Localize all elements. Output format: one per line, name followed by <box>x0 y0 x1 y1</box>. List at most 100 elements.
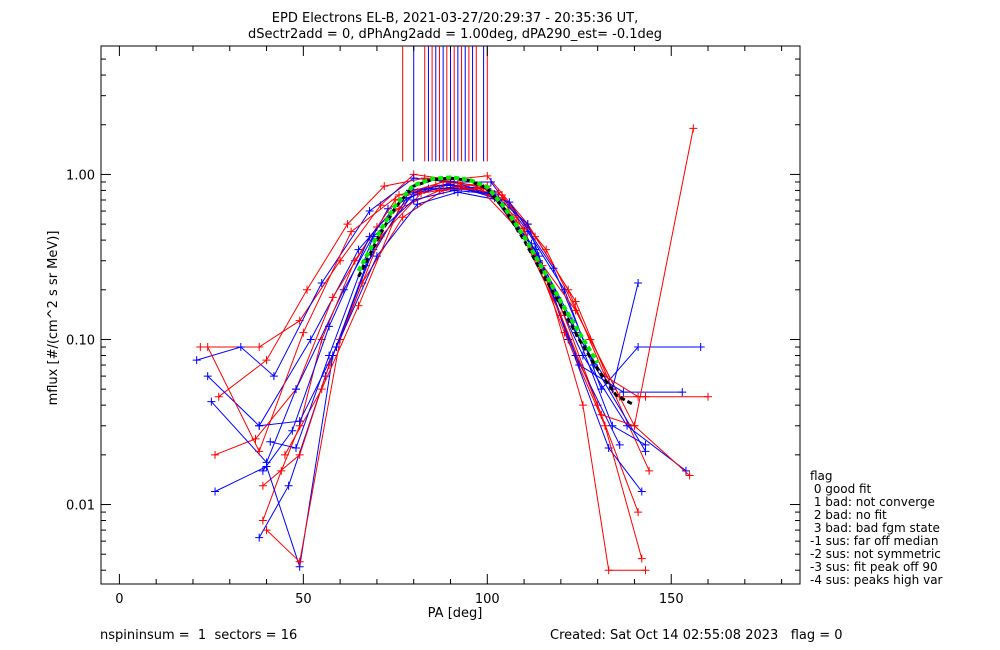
data-point <box>380 182 389 191</box>
data-point <box>317 278 326 287</box>
data-point <box>325 351 334 360</box>
data-point <box>571 297 580 306</box>
data-point <box>269 372 278 381</box>
series-line <box>196 177 701 391</box>
series-line <box>211 188 646 464</box>
data-point <box>597 410 606 419</box>
legend-line: flag <box>810 469 833 483</box>
data-point <box>394 204 403 213</box>
data-point <box>284 481 293 490</box>
data-point <box>634 343 643 352</box>
data-point <box>394 191 403 200</box>
data-point <box>435 186 444 195</box>
series-line <box>207 181 708 453</box>
data-point <box>255 421 264 430</box>
data-point <box>645 466 654 475</box>
chart-subtitle: dSectr2add = 0, dPhAng2add = 1.00deg, dP… <box>248 27 662 42</box>
data-point <box>343 220 352 229</box>
data-point <box>325 322 334 331</box>
x-tick-label: 0 <box>115 592 123 607</box>
median-curve <box>357 176 636 407</box>
y-axis: 0.01 0.10 1.00 <box>66 45 800 571</box>
data-point <box>637 554 646 563</box>
data-point <box>354 245 363 254</box>
data-point <box>258 481 267 490</box>
data-point <box>258 516 267 525</box>
data-point <box>214 392 223 401</box>
data-point <box>641 440 650 449</box>
data-point <box>262 356 271 365</box>
x-axis: 0 50 100 150 <box>115 46 783 607</box>
data-point <box>303 285 312 294</box>
legend-line: -2 sus: not symmetric <box>810 547 941 561</box>
legend-line: 0 good fit <box>810 482 872 496</box>
data-point <box>704 392 713 401</box>
series-line <box>214 185 690 476</box>
data-point <box>681 466 690 475</box>
data-point <box>637 487 646 496</box>
data-point <box>192 356 201 365</box>
data-point <box>255 447 264 456</box>
series-line <box>207 183 687 472</box>
data-point <box>619 388 628 397</box>
data-point <box>211 487 220 496</box>
data-point <box>354 301 363 310</box>
data-point <box>255 343 264 352</box>
plot-area <box>100 45 801 585</box>
legend-line: 3 bad: bad fgm state <box>810 521 940 535</box>
data-point <box>630 421 639 430</box>
data-point <box>398 213 407 222</box>
data-point <box>575 361 584 370</box>
data-point <box>365 207 374 216</box>
legend-line: -3 sus: fit peak off 90 <box>810 560 938 574</box>
data-point <box>288 426 297 435</box>
data-point <box>291 385 300 394</box>
data-point <box>280 450 289 459</box>
data-point <box>295 450 304 459</box>
data-point <box>236 343 245 352</box>
data-point <box>211 450 220 459</box>
data-point <box>207 397 216 406</box>
data-point <box>578 401 587 410</box>
data-point <box>332 343 341 352</box>
data-point <box>608 421 617 430</box>
data-point <box>641 566 650 575</box>
x-tick-label: 50 <box>295 592 312 607</box>
series-line <box>218 177 650 472</box>
data-point <box>291 444 300 453</box>
data-point <box>417 189 426 198</box>
data-point <box>689 124 698 133</box>
y-tick-label: 0.10 <box>66 333 95 348</box>
data-point <box>678 388 687 397</box>
data-point <box>571 306 580 315</box>
data-point <box>604 566 613 575</box>
data-point <box>542 245 551 254</box>
data-point <box>696 343 705 352</box>
y-tick-label: 1.00 <box>66 168 95 183</box>
x-tick-label: 150 <box>659 592 684 607</box>
footer-right: Created: Sat Oct 14 02:55:08 2023 flag =… <box>550 628 843 643</box>
data-point <box>317 385 326 394</box>
data-point <box>505 198 514 207</box>
data-point <box>450 186 459 195</box>
data-point <box>549 264 558 273</box>
data-point <box>203 343 212 352</box>
flag-legend: flag 0 good fit 1 bad: not converge 2 ba… <box>810 470 942 587</box>
data-point <box>556 311 565 320</box>
data-point <box>350 256 359 265</box>
data-point <box>255 533 264 542</box>
chart-title: EPD Electrons EL-B, 2021-03-27/20:29:37 … <box>272 11 638 26</box>
data-point <box>203 372 212 381</box>
data-point <box>266 437 275 446</box>
data-point <box>196 343 205 352</box>
data-point <box>483 171 492 180</box>
data-point <box>409 196 418 204</box>
data-point <box>634 508 643 517</box>
y-axis-label: mflux [#/(cm^2 s sr MeV)] <box>46 231 61 406</box>
legend-line: -1 sus: far off median <box>810 534 939 548</box>
data-point <box>306 335 315 344</box>
x-tick-label: 100 <box>475 592 500 607</box>
x-axis-label: PA [deg] <box>428 606 483 621</box>
legend-line: 1 bad: not converge <box>810 495 935 509</box>
data-point <box>258 466 267 475</box>
